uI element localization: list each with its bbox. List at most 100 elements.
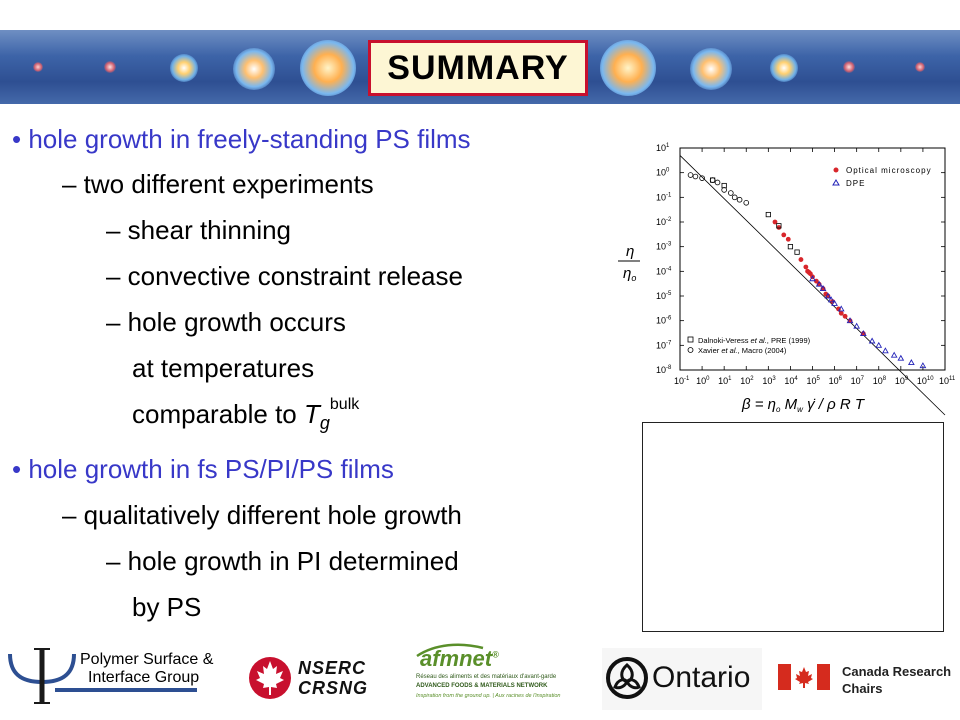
data-point-dpe: [809, 275, 816, 282]
data-point-optical: [781, 232, 787, 238]
crsng-text: CRSNG: [298, 678, 369, 698]
x-label-M: M: [780, 396, 797, 413]
x-tick-label: 101: [718, 376, 732, 386]
tg-subscript: g: [319, 413, 330, 434]
comparable-prefix: comparable to: [132, 399, 304, 429]
sub-shear-thinning: – shear thinning: [106, 215, 292, 245]
psi-logo: [8, 648, 76, 704]
bullet-ps-films: • hole growth in freely-standing PS film…: [12, 124, 471, 154]
data-point-dalnoki: [721, 182, 727, 189]
banner-glow-dot: [600, 40, 656, 96]
empty-figure-frame: [642, 422, 944, 632]
tg-superscript: bulk: [329, 396, 360, 414]
data-point-dalnoki: [776, 223, 782, 229]
sub-two-experiments: – two different experiments: [62, 169, 374, 199]
data-point-optical: [838, 310, 844, 316]
group-name-line2: Interface Group: [88, 669, 200, 686]
x-axis-ticks: 10-1 100 101 102 103 104 105 106 107 108 109 1010 10…: [674, 148, 956, 386]
x-tick-label: 10-1: [674, 376, 690, 386]
legend-xavier-etal: et al.: [721, 346, 737, 355]
x-label-rest: γ̇ / ρ R T: [803, 396, 866, 413]
legend-optical-label: Optical microscopy: [846, 166, 932, 175]
data-point-dpe: [831, 299, 838, 306]
banner-glow-dot: [170, 54, 198, 82]
y-tick-label: 100: [656, 168, 670, 178]
ontario-wordmark: Ontario: [652, 661, 751, 694]
x-label-M-sub: w: [797, 405, 804, 414]
x-axis-label: β = ηo Mw γ̇ / ρ R T: [741, 396, 866, 414]
x-label-beta: β = η: [741, 396, 776, 413]
slide-title: SUMMARY: [387, 48, 569, 87]
banner-glow-dot: [300, 40, 356, 96]
data-point-dpe: [907, 359, 915, 366]
bullet-ps-pi-ps-films: • hole growth in fs PS/PI/PS films: [12, 454, 394, 484]
data-point-optical: [813, 278, 819, 284]
data-points: [687, 172, 927, 369]
data-point-dpe: [890, 351, 898, 358]
data-point-dpe: [882, 347, 889, 354]
data-point-dpe: [853, 322, 861, 329]
legend-marker-optical: [833, 167, 839, 173]
data-point-dpe: [897, 354, 905, 361]
y-tick-label: 10-6: [656, 316, 672, 326]
slide-title-box: SUMMARY: [368, 40, 588, 96]
sub-hole-growth-occurs: – hole growth occurs: [106, 307, 346, 337]
y-label-den-sub: o: [631, 273, 636, 283]
data-point-xavier: [728, 190, 734, 196]
x-tick-label: 106: [829, 376, 843, 386]
data-point-optical: [803, 264, 809, 270]
legend-xavier-label: Xavier et al., Macro (2004): [698, 346, 787, 355]
data-point-xavier: [692, 173, 699, 180]
legend-dalnoki-ref: , PRE (1999): [767, 336, 811, 345]
banner-glow-dot: [233, 48, 275, 90]
afmnet-wordmark: afmnet: [420, 646, 493, 671]
data-point-dpe: [846, 317, 854, 324]
x-label-eta-sub: o: [776, 405, 781, 414]
afmnet-tagline-fr: Réseau des aliments et des matériaux d'a…: [416, 674, 557, 680]
x-tick-label: 108: [873, 376, 887, 386]
data-point-xavier: [709, 177, 716, 183]
group-name-line1: Polymer Surface &: [80, 651, 214, 668]
tg-symbol: T: [303, 399, 320, 429]
data-point-dpe: [868, 337, 876, 344]
viscosity-chart: 10-1 100 101 102 103 104 105 106 107 108 109 1010 10…: [618, 143, 956, 416]
data-point-dpe: [875, 341, 883, 348]
y-label-den-eta: η: [623, 265, 631, 282]
data-point-optical: [772, 219, 778, 225]
legend-marker-xavier: [687, 347, 694, 353]
x-tick-label: 107: [851, 376, 865, 386]
data-point-optical: [776, 225, 782, 230]
data-point-xavier: [687, 172, 694, 178]
data-point-xavier: [699, 175, 705, 181]
y-tick-label: 10-3: [656, 242, 672, 252]
data-point-dpe: [837, 305, 845, 312]
crc-text-line2: Chairs: [842, 681, 883, 696]
banner-glow-dot: [915, 62, 925, 72]
y-tick-label: 10-7: [656, 340, 672, 350]
ontario-trillium-icon: [606, 657, 648, 699]
banner-glow-dot: [843, 61, 855, 73]
legend-xavier-author: Xavier: [698, 346, 721, 355]
data-point-dpe: [824, 292, 832, 299]
sub-convective-release: – convective constraint release: [106, 261, 463, 291]
data-point-dpe: [859, 330, 867, 337]
fit-line: [679, 155, 946, 416]
legend-marker-dpe: [832, 179, 840, 186]
x-tick-label: 109: [895, 376, 909, 386]
x-tick-label: 105: [807, 376, 821, 386]
data-point-dpe: [919, 362, 927, 369]
afmnet-slogan: Inspiration from the ground up. | Aux ra…: [416, 693, 561, 699]
afmnet-tagline-en: ADVANCED FOODS & MATERIALS NETWORK: [416, 683, 548, 689]
nserc-text: NSERC: [298, 658, 367, 678]
sub-by-ps: by PS: [132, 592, 202, 622]
canada-flag-icon: [778, 664, 830, 690]
banner-glow-dot: [104, 61, 116, 73]
afmnet-registered: ®: [492, 649, 499, 660]
data-point-dpe: [827, 296, 835, 303]
data-point-dpe: [819, 285, 827, 292]
y-tick-label: 10-8: [656, 365, 672, 375]
data-point-optical: [785, 236, 791, 242]
data-point-optical: [836, 306, 841, 312]
y-tick-label: 10-4: [656, 266, 672, 276]
afmnet-swoosh-icon: [416, 643, 484, 658]
